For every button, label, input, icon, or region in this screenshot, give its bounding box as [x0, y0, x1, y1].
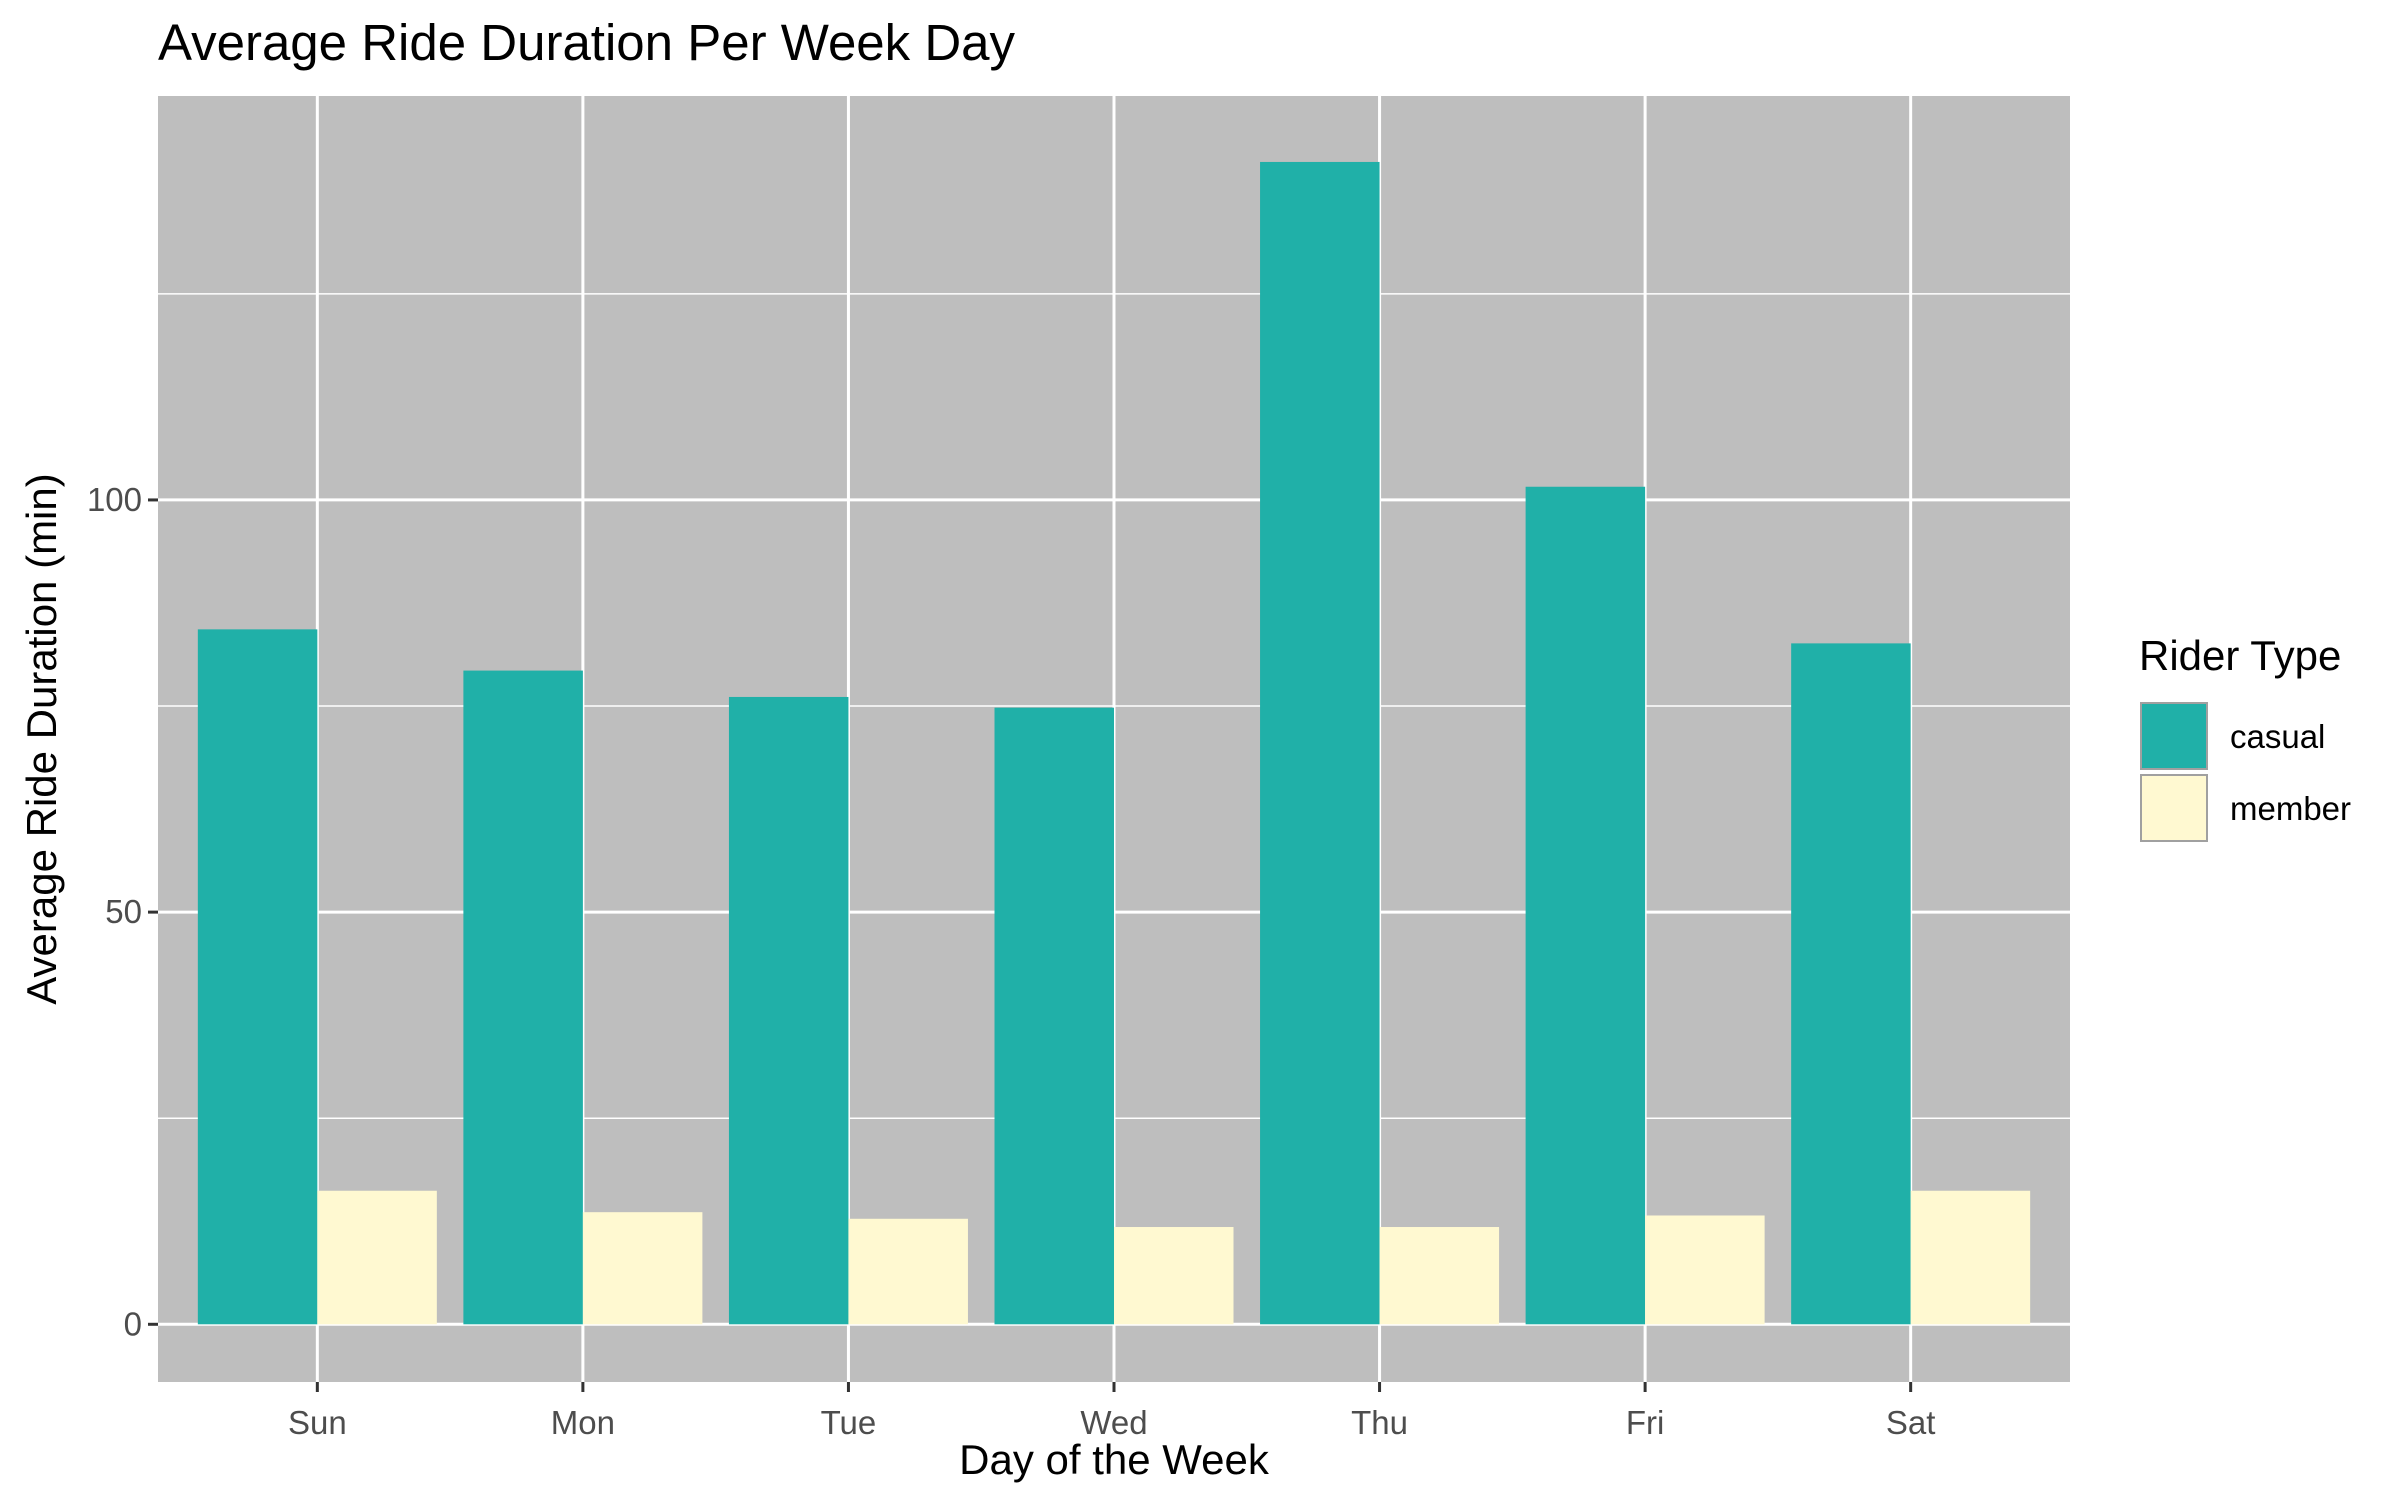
bar-casual-fri	[1525, 486, 1646, 1325]
x-tick-label: Mon	[551, 1404, 615, 1441]
legend-items: casual member	[2140, 702, 2351, 842]
bar-member-mon	[582, 1212, 703, 1325]
y-tick-label: 50	[105, 893, 142, 930]
bar-member-sat	[1910, 1190, 2031, 1325]
legend-title: Rider Type	[2139, 632, 2341, 679]
x-axis: Sun Mon Tue Wed Thu Fri Sat	[288, 1382, 1935, 1441]
x-tick-label: Thu	[1351, 1404, 1408, 1441]
chart-title: Average Ride Duration Per Week Day	[158, 14, 1016, 71]
legend-key-casual	[2140, 702, 2208, 770]
x-tick-label: Wed	[1080, 1404, 1147, 1441]
legend: Rider Type casual member	[2139, 632, 2351, 842]
bar-member-wed	[1114, 1227, 1234, 1325]
x-tick-label: Sun	[288, 1404, 347, 1441]
bar-casual-sat	[1791, 643, 1911, 1325]
bar-member-tue	[848, 1218, 968, 1325]
bar-member-fri	[1645, 1215, 1765, 1325]
legend-label-casual: casual	[2230, 718, 2325, 755]
bars	[197, 161, 2031, 1325]
legend-label-member: member	[2230, 790, 2351, 827]
x-tick-label: Sat	[1886, 1404, 1936, 1441]
x-tick-label: Tue	[821, 1404, 877, 1441]
bar-member-sun	[317, 1190, 437, 1325]
bar-casual-wed	[994, 707, 1114, 1325]
bar-casual-tue	[728, 696, 849, 1325]
bar-casual-mon	[463, 670, 583, 1325]
x-tick-label: Fri	[1626, 1404, 1664, 1441]
bar-casual-sun	[197, 629, 318, 1325]
bar-casual-thu	[1260, 161, 1380, 1325]
y-axis-title: Average Ride Duration (min)	[18, 473, 65, 1004]
bar-member-thu	[1379, 1227, 1500, 1325]
y-tick-label: 100	[87, 481, 142, 518]
x-axis-title: Day of the Week	[959, 1436, 1270, 1483]
legend-key-member	[2140, 774, 2208, 842]
y-tick-label: 0	[124, 1305, 142, 1342]
y-axis: 0 50 100	[87, 481, 158, 1342]
